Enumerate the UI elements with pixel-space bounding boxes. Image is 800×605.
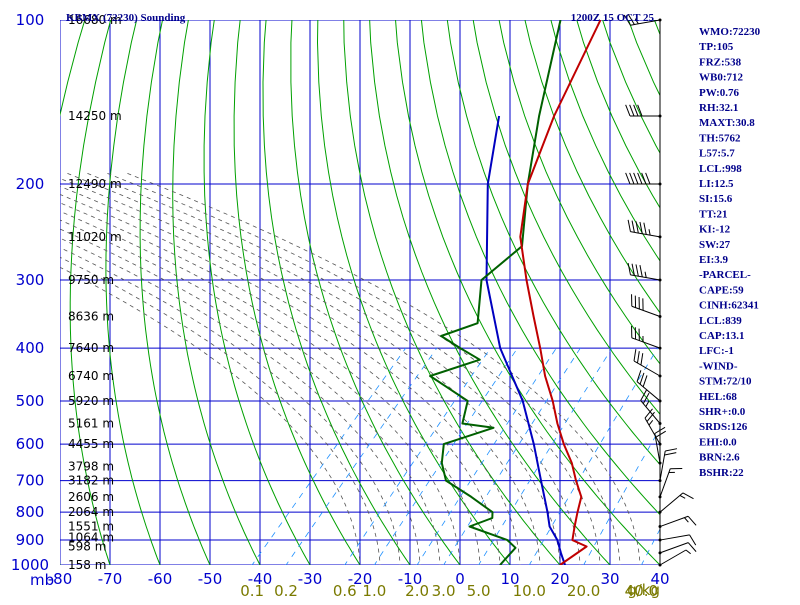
sounding-parameter: HEL:68 (699, 391, 737, 403)
temperature-tick-label: 0 (455, 570, 465, 588)
height-label: 4455 m (68, 437, 114, 451)
sounding-parameter: CAP:13.1 (699, 330, 745, 342)
pressure-unit-label: mb (30, 571, 54, 589)
pressure-tick-label: 100 (16, 11, 45, 29)
sounding-parameter: BRN:2.6 (699, 452, 740, 464)
sounding-parameter: TP:105 (699, 41, 734, 53)
mixing-ratio-label: 3.0 (432, 582, 456, 600)
sounding-parameter: EI:3.9 (699, 254, 729, 266)
mixing-ratio-label: 1.0 (362, 582, 386, 600)
mixing-ratio-unit-label: g/kg (627, 581, 660, 599)
pressure-tick-label: 600 (16, 435, 45, 453)
sounding-parameter: RH:32.1 (699, 102, 738, 114)
temperature-tick-label: -50 (198, 570, 223, 588)
mixing-ratio-label: 0.1 (240, 582, 264, 600)
pressure-tick-label: 700 (16, 472, 45, 490)
sounding-parameter: MAXT:30.8 (699, 117, 755, 129)
pressure-tick-label: 800 (16, 503, 45, 521)
pressure-tick-label: 200 (16, 175, 45, 193)
mixing-ratio-label: 20.0 (567, 582, 600, 600)
sounding-parameter: L57:5.7 (699, 148, 735, 160)
height-label: 2064 m (68, 505, 114, 519)
height-label: 5920 m (68, 394, 114, 408)
sounding-parameter: LFC:-1 (699, 345, 734, 357)
sounding-parameter: LCL:998 (699, 163, 742, 175)
pressure-tick-label: 300 (16, 271, 45, 289)
sounding-parameter: CINH:62341 (699, 300, 759, 312)
sounding-parameter: SI:15.6 (699, 193, 733, 205)
sounding-parameter: LI:12.5 (699, 178, 734, 190)
height-label: 2606 m (68, 490, 114, 504)
sounding-parameter: WB0:712 (699, 72, 744, 84)
sounding-parameter: CAPE:59 (699, 284, 744, 296)
station-title: KBMX (72230) Sounding (66, 12, 186, 24)
height-label: 12490 m (68, 177, 122, 191)
temperature-tick-label: 30 (600, 570, 619, 588)
height-label: 3182 m (68, 474, 114, 488)
sounding-parameter: SHR+:0.0 (699, 406, 746, 418)
sounding-parameter: KI:-12 (699, 224, 731, 236)
sounding-parameter: EHI:0.0 (699, 436, 737, 448)
sounding-time: 1200Z 15 OCT 25 (571, 12, 655, 24)
sounding-parameter: WMO:72230 (699, 26, 761, 38)
height-label: 6740 m (68, 369, 114, 383)
temperature-tick-label: -70 (98, 570, 123, 588)
height-label: 8636 m (68, 310, 114, 324)
pressure-tick-label: 900 (16, 531, 45, 549)
temperature-tick-label: -60 (148, 570, 173, 588)
mixing-ratio-label: 0.6 (333, 582, 357, 600)
sounding-parameter: BSHR:22 (699, 467, 744, 479)
sounding-parameter: SW:27 (699, 239, 731, 251)
pressure-tick-label: 500 (16, 392, 45, 410)
temperature-tick-label: -30 (298, 570, 323, 588)
height-label: 3798 m (68, 460, 114, 474)
sounding-parameter: TT:21 (699, 208, 728, 220)
mixing-ratio-label: 2.0 (405, 582, 429, 600)
height-label: 11020 m (68, 230, 122, 244)
height-label: 7640 m (68, 341, 114, 355)
height-label: 14250 m (68, 109, 122, 123)
mixing-ratio-label: 0.2 (274, 582, 298, 600)
sounding-parameter: LCL:839 (699, 315, 742, 327)
sounding-parameter: -WIND- (699, 360, 738, 372)
height-label: 5161 m (68, 416, 114, 430)
height-label: 9750 m (68, 273, 114, 287)
mixing-ratio-label: 10.0 (513, 582, 546, 600)
height-label: 1551 m (68, 520, 114, 534)
sounding-parameter: SRDS:126 (699, 421, 748, 433)
sounding-parameter: FRZ:538 (699, 56, 742, 68)
sounding-parameter: STM:72/10 (699, 376, 752, 388)
mixing-ratio-label: 5.0 (467, 582, 491, 600)
sounding-parameter: TH:5762 (699, 132, 741, 144)
sounding-parameter: PW:0.76 (699, 87, 740, 99)
pressure-tick-label: 400 (16, 339, 45, 357)
sounding-parameter: -PARCEL- (699, 269, 751, 281)
